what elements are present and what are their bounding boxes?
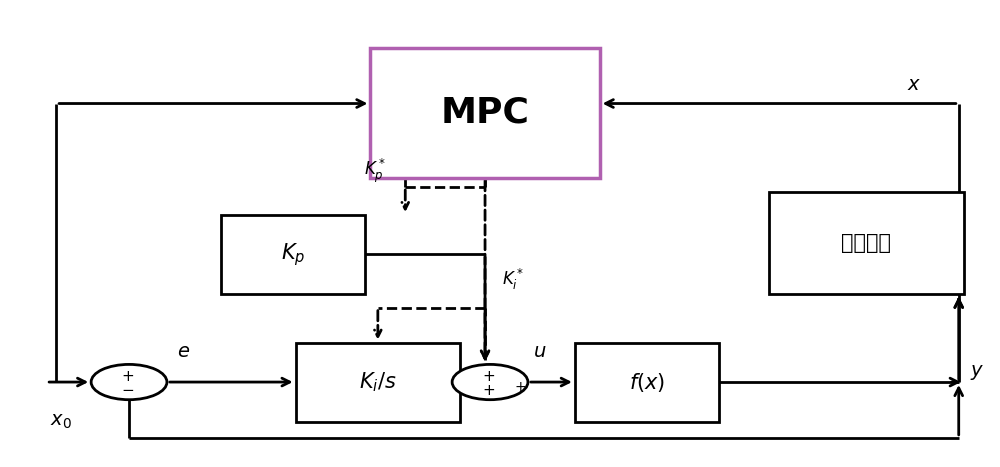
Text: $K_p^*$: $K_p^*$ xyxy=(364,157,386,185)
Text: +: + xyxy=(514,380,526,394)
Text: $e$: $e$ xyxy=(177,343,190,361)
FancyBboxPatch shape xyxy=(296,343,460,422)
FancyBboxPatch shape xyxy=(221,215,365,294)
Text: $K_p$: $K_p$ xyxy=(281,241,305,268)
Text: $x_0$: $x_0$ xyxy=(50,412,72,431)
Circle shape xyxy=(452,364,528,400)
Text: $x$: $x$ xyxy=(907,76,921,94)
Text: +: + xyxy=(122,369,134,384)
Text: $f(x)$: $f(x)$ xyxy=(629,370,665,394)
Text: $u$: $u$ xyxy=(533,343,547,361)
Text: $y$: $y$ xyxy=(970,363,984,382)
Text: 状态观测: 状态观测 xyxy=(841,233,891,253)
FancyBboxPatch shape xyxy=(575,343,719,422)
FancyBboxPatch shape xyxy=(769,192,964,294)
FancyBboxPatch shape xyxy=(370,48,600,178)
Circle shape xyxy=(91,364,167,400)
Text: −: − xyxy=(122,383,134,398)
Text: +: + xyxy=(483,369,495,384)
Text: MPC: MPC xyxy=(441,96,529,130)
Text: $K_i/s$: $K_i/s$ xyxy=(359,370,397,394)
Text: +: + xyxy=(483,383,495,398)
Text: $K_i^*$: $K_i^*$ xyxy=(502,268,524,292)
